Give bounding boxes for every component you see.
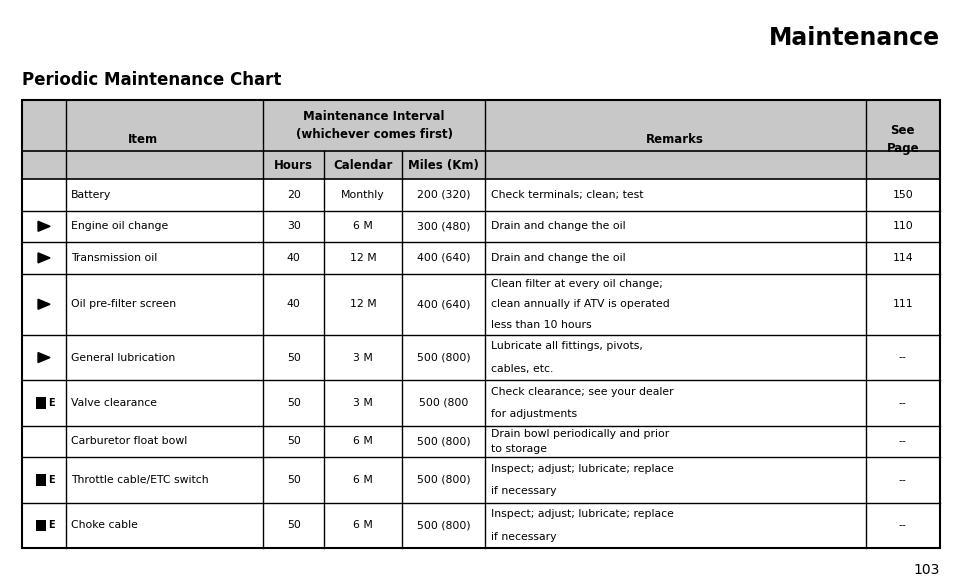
Text: less than 10 hours: less than 10 hours xyxy=(490,320,591,330)
Polygon shape xyxy=(38,353,50,363)
Text: Item: Item xyxy=(128,133,157,146)
Text: Drain and change the oil: Drain and change the oil xyxy=(490,253,624,263)
Polygon shape xyxy=(38,299,50,309)
Text: Transmission oil: Transmission oil xyxy=(71,253,157,263)
Text: 40: 40 xyxy=(287,299,300,309)
Text: Periodic Maintenance Chart: Periodic Maintenance Chart xyxy=(22,71,281,89)
Text: General lubrication: General lubrication xyxy=(71,353,175,363)
Text: Maintenance Interval
(whichever comes first): Maintenance Interval (whichever comes fi… xyxy=(295,110,452,141)
Text: for adjustments: for adjustments xyxy=(490,409,577,419)
Text: 50: 50 xyxy=(287,475,300,485)
Text: 50: 50 xyxy=(287,520,300,530)
Text: --: -- xyxy=(898,398,905,408)
Bar xyxy=(22,100,939,179)
Text: Check clearance; see your dealer: Check clearance; see your dealer xyxy=(490,386,673,396)
Polygon shape xyxy=(38,221,50,231)
Text: Engine oil change: Engine oil change xyxy=(71,221,168,231)
Text: 30: 30 xyxy=(287,221,300,231)
Text: 40: 40 xyxy=(287,253,300,263)
Text: 500 (800): 500 (800) xyxy=(416,475,470,485)
Text: Monthly: Monthly xyxy=(341,190,384,200)
Bar xyxy=(36,520,46,531)
Text: 12 M: 12 M xyxy=(350,253,376,263)
Text: 200 (320): 200 (320) xyxy=(416,190,470,200)
Text: 6 M: 6 M xyxy=(353,475,373,485)
Text: 500 (800: 500 (800 xyxy=(418,398,468,408)
Text: 103: 103 xyxy=(913,563,939,577)
Bar xyxy=(22,100,939,548)
Text: See
Page: See Page xyxy=(885,124,918,155)
Text: 150: 150 xyxy=(891,190,912,200)
Text: if necessary: if necessary xyxy=(490,532,556,542)
Text: 300 (480): 300 (480) xyxy=(416,221,470,231)
Text: Inspect; adjust; lubricate; replace: Inspect; adjust; lubricate; replace xyxy=(490,509,673,519)
Text: Drain and change the oil: Drain and change the oil xyxy=(490,221,624,231)
Text: 20: 20 xyxy=(287,190,300,200)
Text: Lubricate all fittings, pivots,: Lubricate all fittings, pivots, xyxy=(490,341,642,351)
Text: 50: 50 xyxy=(287,353,300,363)
Text: 6 M: 6 M xyxy=(353,221,373,231)
Polygon shape xyxy=(38,253,50,263)
Text: --: -- xyxy=(898,520,905,530)
Text: Drain bowl periodically and prior: Drain bowl periodically and prior xyxy=(490,429,668,439)
Text: 3 M: 3 M xyxy=(353,398,373,408)
Text: Miles (Km): Miles (Km) xyxy=(408,159,478,172)
Text: 50: 50 xyxy=(287,398,300,408)
Text: Hours: Hours xyxy=(274,159,313,172)
Text: 500 (800): 500 (800) xyxy=(416,436,470,446)
Text: --: -- xyxy=(898,353,905,363)
Text: Check terminals; clean; test: Check terminals; clean; test xyxy=(490,190,642,200)
Text: Battery: Battery xyxy=(71,190,112,200)
Text: Remarks: Remarks xyxy=(645,133,703,146)
Text: 3 M: 3 M xyxy=(353,353,373,363)
Text: to storage: to storage xyxy=(490,445,546,455)
Text: clean annually if ATV is operated: clean annually if ATV is operated xyxy=(490,299,669,309)
Text: Calendar: Calendar xyxy=(333,159,393,172)
Text: Valve clearance: Valve clearance xyxy=(71,398,157,408)
Text: Maintenance: Maintenance xyxy=(768,26,939,50)
Text: Oil pre-filter screen: Oil pre-filter screen xyxy=(71,299,176,309)
Text: 400 (640): 400 (640) xyxy=(416,299,470,309)
Text: Carburetor float bowl: Carburetor float bowl xyxy=(71,436,187,446)
Text: 500 (800): 500 (800) xyxy=(416,353,470,363)
Text: 111: 111 xyxy=(892,299,912,309)
Text: 50: 50 xyxy=(287,436,300,446)
Text: Throttle cable/ETC switch: Throttle cable/ETC switch xyxy=(71,475,209,485)
Text: 110: 110 xyxy=(891,221,912,231)
Text: cables, etc.: cables, etc. xyxy=(490,364,553,374)
Text: E: E xyxy=(48,475,54,485)
Bar xyxy=(36,475,46,486)
Text: 114: 114 xyxy=(892,253,912,263)
Text: E: E xyxy=(48,398,54,408)
Text: 6 M: 6 M xyxy=(353,436,373,446)
Text: Choke cable: Choke cable xyxy=(71,520,138,530)
Text: 12 M: 12 M xyxy=(350,299,376,309)
Text: --: -- xyxy=(898,475,905,485)
Text: Clean filter at every oil change;: Clean filter at every oil change; xyxy=(490,279,661,289)
Text: 400 (640): 400 (640) xyxy=(416,253,470,263)
Bar xyxy=(36,397,46,409)
Text: Inspect; adjust; lubricate; replace: Inspect; adjust; lubricate; replace xyxy=(490,463,673,473)
Text: --: -- xyxy=(898,436,905,446)
Text: 500 (800): 500 (800) xyxy=(416,520,470,530)
Text: if necessary: if necessary xyxy=(490,486,556,496)
Text: 6 M: 6 M xyxy=(353,520,373,530)
Text: E: E xyxy=(48,520,54,530)
